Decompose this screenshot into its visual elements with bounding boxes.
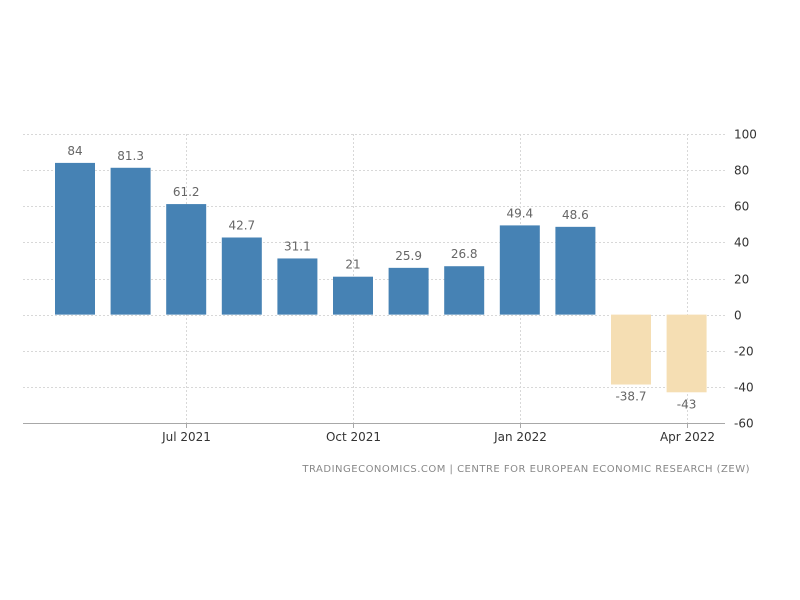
bar: [444, 266, 485, 315]
bar-value-label: 49.4: [506, 206, 533, 220]
y-tick-label: 60: [734, 200, 749, 214]
bar: [166, 204, 207, 315]
data-labels: 84 81.3 61.2 42.7 31.1 21 25.9 26.8 49.4 48.6 -38.…: [67, 144, 696, 411]
source-attribution: TRADINGECONOMICS.COM | CENTRE FOR EUROPE…: [301, 464, 750, 475]
bar-value-label: -38.7: [615, 390, 646, 404]
bar-value-label: 26.8: [451, 247, 478, 261]
y-tick-label: 0: [734, 309, 742, 323]
bars: [55, 162, 707, 393]
x-tick-label: Apr 2022: [660, 430, 715, 444]
y-axis-ticks: 100 80 60 40 20 0 -20 -40 -60: [734, 128, 757, 431]
x-tick-label: Jul 2021: [161, 430, 211, 444]
bar: [611, 314, 651, 385]
bar-value-label: 61.2: [173, 185, 200, 199]
bar: [333, 276, 373, 315]
bar: [110, 167, 151, 315]
bar-value-label: 42.7: [228, 218, 255, 232]
bar-value-label: 84: [67, 144, 82, 158]
bar-value-label: 25.9: [395, 249, 422, 263]
bar: [388, 267, 429, 315]
y-tick-label: 80: [734, 164, 749, 178]
y-tick-label: -60: [734, 417, 754, 431]
y-tick-label: 20: [734, 273, 749, 287]
bar: [499, 225, 540, 315]
bar-value-label: 48.6: [562, 208, 589, 222]
bar: [277, 258, 318, 315]
y-tick-label: 100: [734, 128, 757, 142]
x-axis-ticks: Jul 2021 Oct 2021 Jan 2022 Apr 2022: [161, 423, 715, 444]
bar-value-label: 21: [345, 258, 360, 272]
bar: [55, 162, 95, 315]
bar-value-label: 31.1: [284, 239, 311, 253]
y-tick-label: -40: [734, 381, 754, 395]
x-tick-label: Jan 2022: [493, 430, 547, 444]
bar: [555, 226, 596, 315]
x-tick-label: Oct 2021: [326, 430, 381, 444]
bar: [221, 237, 262, 315]
y-tick-label: -20: [734, 345, 754, 359]
bar-value-label: 81.3: [117, 149, 144, 163]
y-tick-label: 40: [734, 236, 749, 250]
bar-value-label: -43: [677, 397, 697, 411]
bar: [666, 314, 707, 393]
